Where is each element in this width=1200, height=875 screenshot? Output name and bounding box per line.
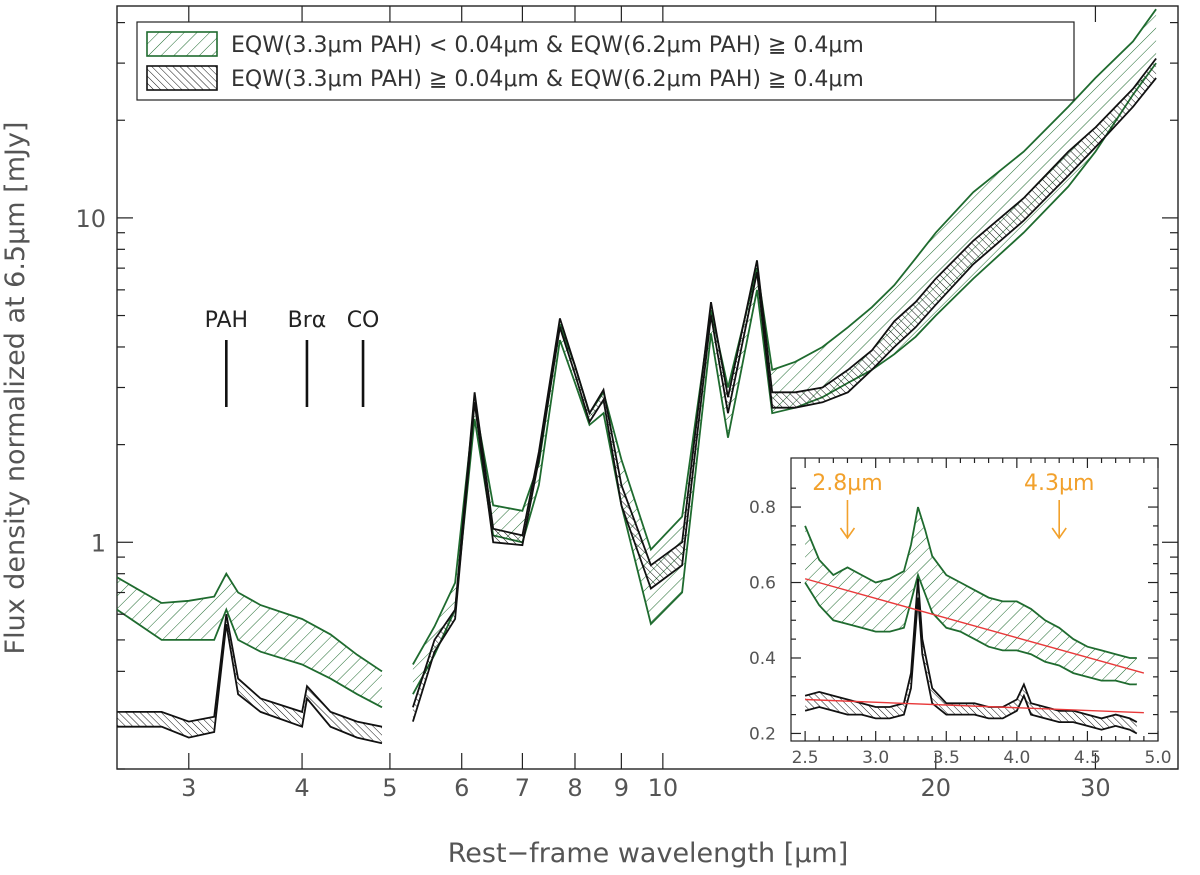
legend: EQW(3.3μm PAH) < 0.04μm & EQW(6.2μm PAH)… bbox=[136, 21, 1075, 101]
main-y-tick-label: 10 bbox=[75, 205, 106, 233]
inset-y-axis: 0.2 0.4 0.6 0.8 bbox=[749, 487, 1158, 744]
inset-annotation-arrow-head-2 bbox=[1051, 527, 1067, 540]
inset-x-tick-label: 5.0 bbox=[1144, 748, 1171, 768]
main-upper-line-series-1-segment-2 bbox=[412, 8, 1157, 665]
inset-annotation-arrow-head-1 bbox=[839, 527, 856, 540]
inset-upper-line-series-2 bbox=[804, 578, 1138, 723]
inset-continuum-line-1 bbox=[804, 578, 1145, 674]
legend-swatch-green bbox=[146, 31, 218, 57]
main-lower-line-series-1-segment-1 bbox=[117, 607, 383, 709]
main-x-tick-label: 30 bbox=[1080, 774, 1111, 802]
inset-x-tick-label: 4.0 bbox=[1003, 748, 1030, 768]
inset-annotation-label-1: 2.8μm bbox=[812, 471, 882, 496]
feature-markers: PAH Brα CO bbox=[205, 308, 380, 407]
inset-continuum-line-2 bbox=[805, 698, 1144, 714]
marker-label-1: PAH bbox=[205, 308, 248, 333]
inset-x-tick-label: 2.5 bbox=[792, 748, 819, 768]
inset-series-group bbox=[804, 506, 1145, 735]
inset-y-tick-label: 0.6 bbox=[749, 574, 776, 594]
inset-plot: 2.8μm 4.3μm 2.5 3.0 3.5 4.0 4.5 5.0 0.20.40.60… bbox=[749, 457, 1172, 768]
inset-y-tick-label: 0.4 bbox=[749, 649, 776, 669]
x-axis-label: Rest−frame wavelength [μm] bbox=[448, 838, 849, 869]
main-x-tick-label: 10 bbox=[648, 774, 679, 802]
main-y-tick-label: 1 bbox=[91, 529, 106, 557]
main-upper-line-series-2-segment-1 bbox=[117, 614, 383, 728]
main-x-tick-label: 3 bbox=[181, 774, 196, 802]
inset-annotation-label-2: 4.3μm bbox=[1024, 471, 1094, 496]
inset-x-tick-label: 4.5 bbox=[1074, 748, 1101, 768]
main-x-tick-label: 4 bbox=[294, 774, 309, 802]
main-band-series-2-segment-1 bbox=[117, 614, 382, 744]
main-x-tick-label: 7 bbox=[515, 774, 530, 802]
legend-entry-1: EQW(3.3μm PAH) < 0.04μm & EQW(6.2μm PAH)… bbox=[231, 33, 864, 58]
inset-x-axis: 2.5 3.0 3.5 4.0 4.5 5.0 bbox=[792, 458, 1172, 768]
main-plot: PAH Brα CO 3 4 5 6 7 8 9 10 20 30 1 10 Rest−frame wa… bbox=[0, 5, 1179, 869]
inset-lower-line-series-2 bbox=[804, 597, 1138, 735]
legend-box bbox=[136, 21, 1075, 101]
inset-lower-line-series-1 bbox=[804, 572, 1137, 686]
main-x-tick-label: 8 bbox=[567, 774, 582, 802]
inset-y-tick-label: 0.8 bbox=[749, 498, 776, 518]
main-x-tick-label: 6 bbox=[454, 774, 469, 802]
inset-upper-line-series-1 bbox=[804, 506, 1137, 659]
main-upper-line-series-1-segment-1 bbox=[117, 571, 383, 673]
inset-band-series-1 bbox=[805, 507, 1137, 685]
inset-x-tick-label: 3.0 bbox=[862, 748, 889, 768]
main-x-tick-label: 9 bbox=[614, 774, 629, 802]
legend-entry-2: EQW(3.3μm PAH) ≧ 0.04μm & EQW(6.2μm PAH)… bbox=[231, 67, 864, 92]
legend-swatch-black bbox=[146, 65, 218, 91]
main-x-tick-label: 5 bbox=[382, 774, 397, 802]
main-y-axis: 1 10 bbox=[75, 21, 1178, 770]
main-lower-line-series-2-segment-1 bbox=[117, 623, 383, 745]
main-x-axis: 3 4 5 6 7 8 9 10 20 30 bbox=[181, 6, 1111, 802]
marker-label-2: Brα bbox=[288, 308, 327, 333]
inset-annotations: 2.8μm 4.3μm bbox=[812, 471, 1094, 540]
inset-x-tick-label: 3.5 bbox=[933, 748, 960, 768]
main-upper-line-series-2-segment-2 bbox=[412, 57, 1157, 708]
inset-y-tick-label: 0.2 bbox=[749, 724, 776, 744]
marker-label-3: CO bbox=[347, 308, 380, 333]
main-series-group bbox=[117, 8, 1157, 745]
main-band-series-1-segment-1 bbox=[117, 573, 382, 708]
main-x-tick-label: 20 bbox=[920, 774, 951, 802]
y-axis-label: Flux density normalized at 6.5μm [mJy] bbox=[0, 122, 31, 655]
main-lower-line-series-2-segment-2 bbox=[412, 77, 1157, 722]
